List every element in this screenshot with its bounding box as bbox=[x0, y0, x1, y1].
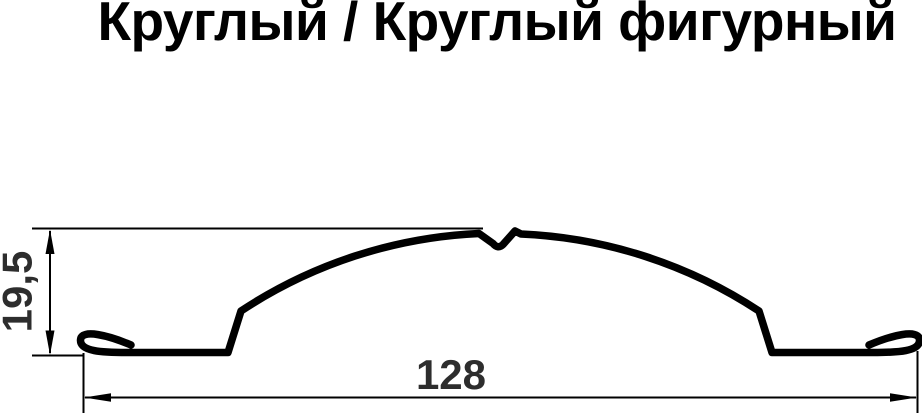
arrow-down-icon bbox=[45, 330, 55, 355]
arrow-up-icon bbox=[45, 229, 55, 254]
arrow-left-icon bbox=[84, 393, 111, 402]
page-title: Круглый / Круглый фигурный bbox=[97, 0, 897, 52]
arrow-right-icon bbox=[890, 393, 917, 402]
height-dimension-label: 19,5 bbox=[0, 251, 41, 333]
width-dimension-label: 128 bbox=[416, 351, 486, 398]
profile-outline bbox=[76, 227, 922, 357]
